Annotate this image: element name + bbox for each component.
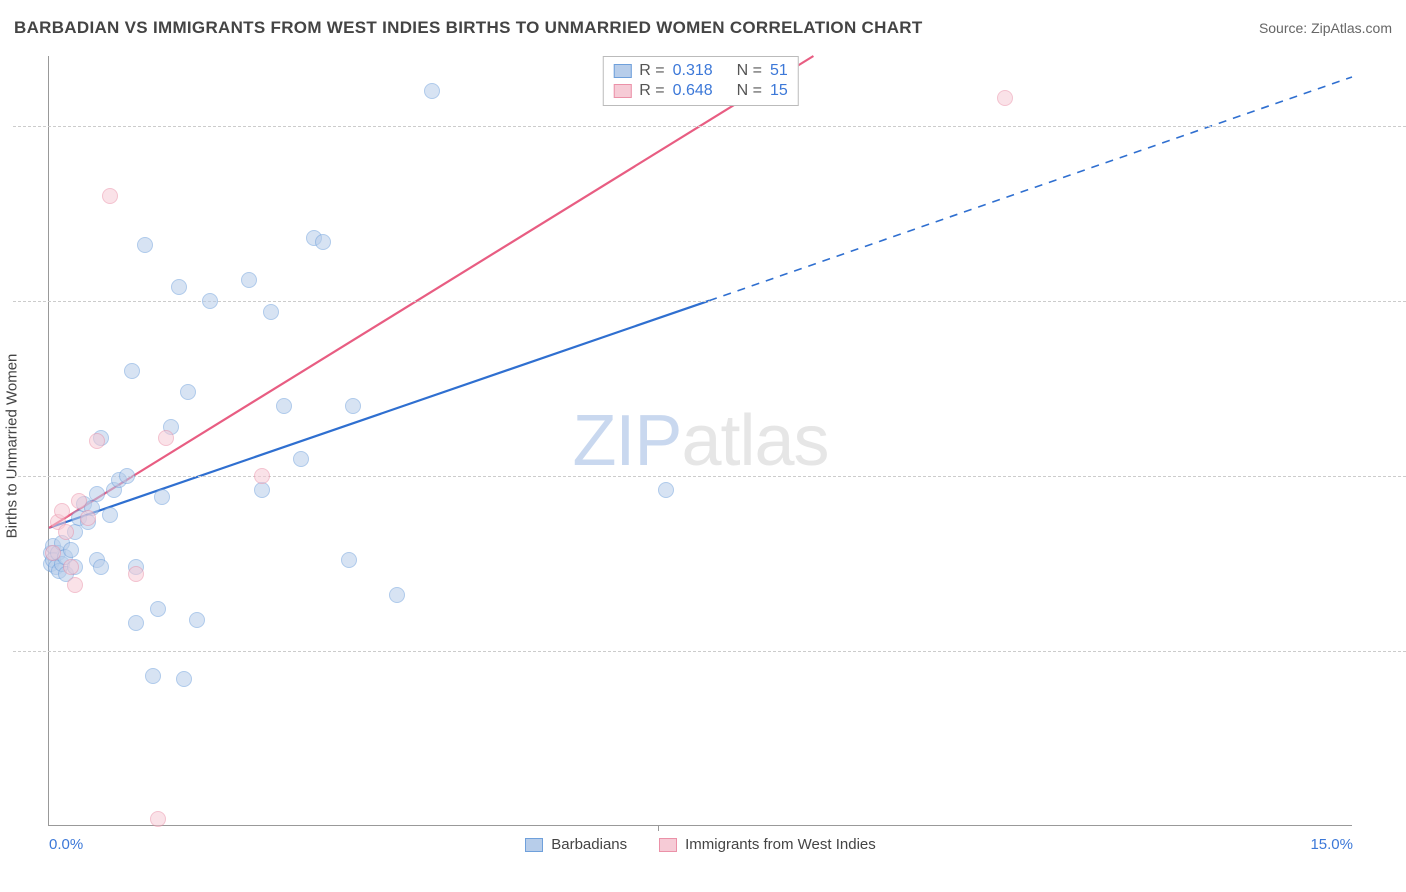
legend-swatch-immigrants (659, 838, 677, 852)
scatter-point-barbadians (128, 615, 144, 631)
scatter-point-barbadians (137, 237, 153, 253)
scatter-point-immigrants (150, 811, 166, 827)
legend-swatch-barbadians (525, 838, 543, 852)
x-tick-mark (658, 825, 659, 831)
chart-header: BARBADIAN VS IMMIGRANTS FROM WEST INDIES… (14, 18, 1392, 38)
scatter-point-barbadians (341, 552, 357, 568)
correlation-stats-box: R = 0.318 N = 51 R = 0.648 N = 15 (602, 56, 798, 106)
gridline-h: 50.0% (13, 476, 1406, 477)
scatter-point-immigrants (254, 468, 270, 484)
scatter-point-immigrants (54, 503, 70, 519)
stats-swatch-immigrants (613, 84, 631, 98)
scatter-point-barbadians (345, 398, 361, 414)
scatter-point-barbadians (89, 486, 105, 502)
scatter-point-barbadians (102, 507, 118, 523)
scatter-point-immigrants (128, 566, 144, 582)
scatter-point-immigrants (102, 188, 118, 204)
gridline-h: 25.0% (13, 651, 1406, 652)
scatter-point-immigrants (45, 545, 61, 561)
scatter-plot-area: ZIPatlas R =0.318N =51R =0.648N =15 Barb… (48, 56, 1352, 826)
scatter-point-immigrants (67, 577, 83, 593)
scatter-point-barbadians (389, 587, 405, 603)
scatter-point-barbadians (180, 384, 196, 400)
source-prefix: Source: (1259, 20, 1311, 36)
source-name: ZipAtlas.com (1311, 20, 1392, 36)
legend-item-immigrants: Immigrants from West Indies (659, 836, 876, 853)
scatter-point-barbadians (171, 279, 187, 295)
scatter-point-barbadians (63, 542, 79, 558)
trendlines-layer (49, 56, 1352, 825)
scatter-point-barbadians (119, 468, 135, 484)
scatter-point-immigrants (997, 90, 1013, 106)
scatter-point-barbadians (241, 272, 257, 288)
scatter-point-barbadians (293, 451, 309, 467)
scatter-point-barbadians (254, 482, 270, 498)
scatter-point-barbadians (176, 671, 192, 687)
scatter-point-immigrants (80, 510, 96, 526)
scatter-point-barbadians (424, 83, 440, 99)
stats-r-value: 0.318 (673, 62, 723, 80)
scatter-point-immigrants (158, 430, 174, 446)
stats-r-label: R = (639, 82, 664, 100)
scatter-point-barbadians (263, 304, 279, 320)
scatter-point-barbadians (124, 363, 140, 379)
y-axis-label: Births to Unmarried Women (4, 354, 21, 539)
stats-n-label: N = (737, 82, 762, 100)
scatter-point-barbadians (202, 293, 218, 309)
legend-label: Immigrants from West Indies (685, 836, 876, 853)
scatter-point-barbadians (145, 668, 161, 684)
scatter-point-barbadians (658, 482, 674, 498)
legend-item-barbadians: Barbadians (525, 836, 627, 853)
stats-row-barbadians: R = 0.318 N = 51 (611, 61, 789, 81)
gridline-h: 75.0% (13, 301, 1406, 302)
scatter-point-immigrants (89, 433, 105, 449)
gridline-h: 100.0% (13, 126, 1406, 127)
stats-n-value: 15 (770, 82, 788, 100)
legend-label: Barbadians (551, 836, 627, 853)
stats-n-value: 51 (770, 62, 788, 80)
scatter-point-barbadians (315, 234, 331, 250)
scatter-point-immigrants (71, 493, 87, 509)
scatter-point-immigrants (58, 524, 74, 540)
scatter-point-barbadians (93, 559, 109, 575)
scatter-point-immigrants (63, 559, 79, 575)
scatter-point-barbadians (276, 398, 292, 414)
chart-title: BARBADIAN VS IMMIGRANTS FROM WEST INDIES… (14, 18, 923, 38)
stats-r-value: 0.648 (673, 82, 723, 100)
series-legend: Barbadians Immigrants from West Indies (49, 836, 1352, 853)
trendline-barbadians (49, 301, 709, 528)
scatter-point-barbadians (150, 601, 166, 617)
trendline-barbadians-extrapolated (709, 77, 1352, 301)
source-attribution: Source: ZipAtlas.com (1259, 20, 1392, 36)
stats-n-label: N = (737, 62, 762, 80)
stats-row-immigrants: R = 0.648 N = 15 (611, 81, 789, 101)
scatter-point-barbadians (154, 489, 170, 505)
stats-r-label: R = (639, 62, 664, 80)
x-tick-label: 0.0% (49, 836, 83, 853)
x-tick-label: 15.0% (1310, 836, 1353, 853)
scatter-point-barbadians (189, 612, 205, 628)
stats-swatch-barbadians (613, 64, 631, 78)
